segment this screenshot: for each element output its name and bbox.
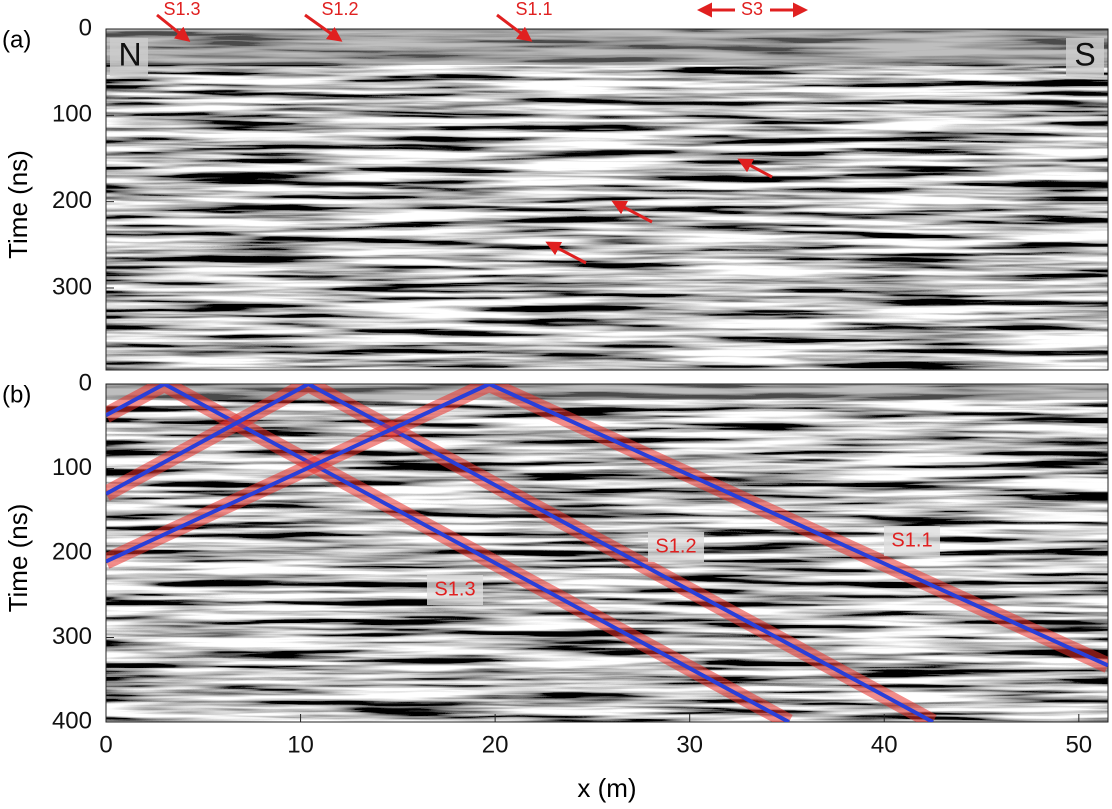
x-tick-label: 50 — [1065, 731, 1092, 758]
y-axis-label: Time (ns) — [3, 504, 33, 613]
label-box — [648, 532, 704, 562]
y-tick-label: 0 — [79, 369, 92, 396]
arrow — [156, 13, 191, 42]
arrow — [496, 13, 533, 42]
axes-frame — [105, 28, 1109, 371]
annotation: S3 — [741, 0, 763, 19]
arrow — [611, 200, 653, 224]
y-tick-label: 200 — [52, 538, 92, 565]
x-tick-label: 40 — [871, 731, 898, 758]
radargram-image — [106, 29, 1108, 370]
annotation: S1.1 — [515, 0, 552, 19]
panel-label: (b) — [2, 381, 31, 408]
annotation: S1.2 — [321, 0, 358, 19]
series-label: S1.2 — [655, 535, 696, 557]
y-tick-label: 100 — [52, 101, 92, 128]
series-label: S1.3 — [434, 578, 475, 600]
y-tick-label: 0 — [79, 14, 92, 41]
x-axis-label: x (m) — [577, 773, 636, 803]
arrow — [304, 13, 343, 42]
y-tick-label: 100 — [52, 454, 92, 481]
y-tick-label: 400 — [52, 707, 92, 734]
x-tick-label: 20 — [482, 731, 509, 758]
label-box — [427, 575, 483, 605]
y-tick-label: 200 — [52, 187, 92, 214]
x-tick-label: 30 — [676, 731, 703, 758]
label-box — [884, 526, 940, 556]
panel-label: (a) — [2, 26, 31, 53]
annotation: S1.3 — [163, 0, 200, 19]
arrows — [156, 2, 808, 265]
line — [106, 384, 934, 722]
air-band — [106, 384, 1108, 400]
y-tick-label: 300 — [52, 273, 92, 300]
line — [106, 384, 1108, 668]
arrow — [545, 241, 587, 265]
arrow — [737, 158, 773, 179]
x-tick-label: 0 — [99, 731, 112, 758]
y-axis-label: Time (ns) — [3, 150, 33, 259]
series-label: S1.1 — [891, 529, 932, 551]
annotation: S — [1074, 36, 1095, 72]
annotation: N — [118, 36, 141, 72]
air-band — [106, 29, 1108, 65]
x-tick-label: 10 — [287, 731, 314, 758]
label-box — [1066, 38, 1104, 76]
label-box — [110, 38, 148, 76]
line — [106, 384, 790, 722]
y-tick-label: 300 — [52, 623, 92, 650]
